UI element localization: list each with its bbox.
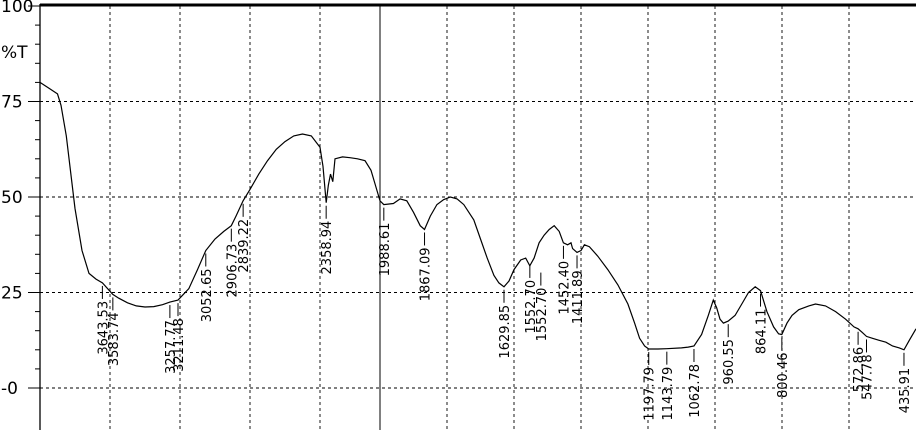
peak-label: 1552.70	[524, 280, 539, 334]
y-tick-label: 50	[1, 188, 23, 208]
peak-label: 1143.79	[661, 367, 676, 421]
y-axis-unit-label: %T	[1, 43, 28, 63]
peak-label: 3211.48	[172, 318, 187, 372]
grid-lines	[40, 6, 914, 430]
peak-label: 3583.74	[107, 312, 122, 366]
peak-label: 2839.22	[237, 219, 252, 273]
y-tick-label: 75	[1, 93, 23, 113]
peak-label: 2358.94	[320, 221, 335, 275]
peak-label: 960.55	[722, 339, 737, 385]
peak-label: 1062.78	[688, 364, 703, 418]
peak-label: 864.11	[755, 309, 770, 355]
peak-label: 800.46	[776, 353, 791, 399]
spectrum-line	[39, 81, 916, 351]
peak-label: 3052.65	[200, 269, 215, 323]
peak-label: 547.78	[861, 354, 876, 400]
peak-label: 572.86	[852, 347, 867, 393]
y-axis: %T	[1, 3, 916, 430]
y-tick-label: -0	[1, 379, 18, 399]
peak-label: 1552.70	[535, 288, 550, 342]
peak-label: 1452.40	[557, 261, 572, 315]
y-tick-labels: 100 75 50 25 -0	[1, 0, 33, 399]
peak-label: 2906.73	[225, 244, 240, 298]
peak-label: 1411.89	[571, 270, 586, 324]
peak-label: 1197.79	[643, 367, 658, 421]
peak-label: 435.91	[898, 368, 913, 414]
y-tick-label: 25	[1, 284, 23, 304]
peak-label: 3643.53	[96, 301, 111, 355]
peak-label: 1988.61	[378, 223, 393, 277]
peak-label: 3257.77	[164, 320, 179, 374]
peak-label: 1867.09	[419, 248, 434, 302]
y-tick-label: 100	[1, 0, 33, 17]
peak-label: 1629.85	[498, 305, 513, 359]
